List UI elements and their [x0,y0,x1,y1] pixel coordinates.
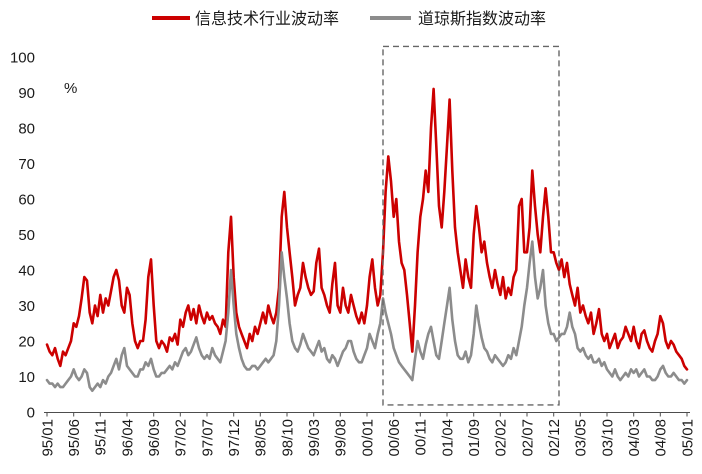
series-line-dow-jones [45,240,689,392]
x-tick-label: 02/07 [519,419,536,457]
x-tick-label: 01/04 [439,419,456,457]
legend-label-it-sector: 信息技术行业波动率 [195,9,339,28]
y-tick-label: 0 [27,404,35,421]
x-tick-label: 00/01 [359,419,376,457]
x-tick-label: 99/08 [333,419,350,457]
y-tick-label: 60 [18,191,35,208]
y-axis-tick-labels: 0 10 20 30 40 50 60 70 80 90 100 [10,49,35,421]
plot-area [45,87,689,392]
y-tick-label: 100 [10,49,35,66]
series-line-it-sector [45,87,689,371]
x-tick-label: 96/09 [146,419,163,457]
x-tick-label: 00/11 [413,419,430,455]
x-tick-label: 00/06 [386,419,403,457]
x-axis-ticks: 95/01 95/06 95/11 96/04 96/09 97/02 97/07 97/12… [39,412,696,457]
x-tick-label: 98/05 [253,419,270,457]
y-tick-label: 20 [18,333,35,350]
x-tick-label: 99/03 [306,419,323,457]
x-tick-label: 04/03 [626,419,643,457]
y-axis-unit-label: % [64,80,77,97]
legend: 信息技术行业波动率 道琼斯指数波动率 [152,9,546,28]
legend-item-it-sector: 信息技术行业波动率 [152,9,339,28]
y-tick-label: 80 [18,120,35,137]
x-tick-label: 04/08 [653,419,670,457]
x-tick-label: 96/04 [119,419,136,457]
highlight-box [382,45,560,406]
x-tick-label: 97/12 [226,419,243,457]
y-tick-label: 30 [18,298,35,315]
x-tick-label: 02/12 [546,419,563,457]
x-tick-label: 03/10 [599,419,616,457]
x-tick-label: 02/02 [493,419,510,457]
x-tick-label: 03/05 [573,419,590,457]
x-tick-label: 01/09 [466,419,483,457]
x-tick-label: 97/07 [199,419,216,457]
legend-item-dow-jones: 道琼斯指数波动率 [370,9,546,28]
x-tick-label: 05/01 [679,419,696,457]
y-tick-label: 90 [18,85,35,102]
x-tick-label: 95/06 [66,419,83,457]
legend-label-dow-jones: 道琼斯指数波动率 [418,9,546,28]
x-tick-label: 95/01 [39,419,56,457]
x-tick-label: 97/02 [173,419,190,457]
y-tick-label: 40 [18,262,35,279]
y-tick-label: 10 [18,369,35,386]
x-tick-label: 98/10 [279,419,296,457]
x-tick-label: 95/11 [93,419,110,455]
y-tick-label: 50 [18,227,35,244]
y-tick-label: 70 [18,156,35,173]
